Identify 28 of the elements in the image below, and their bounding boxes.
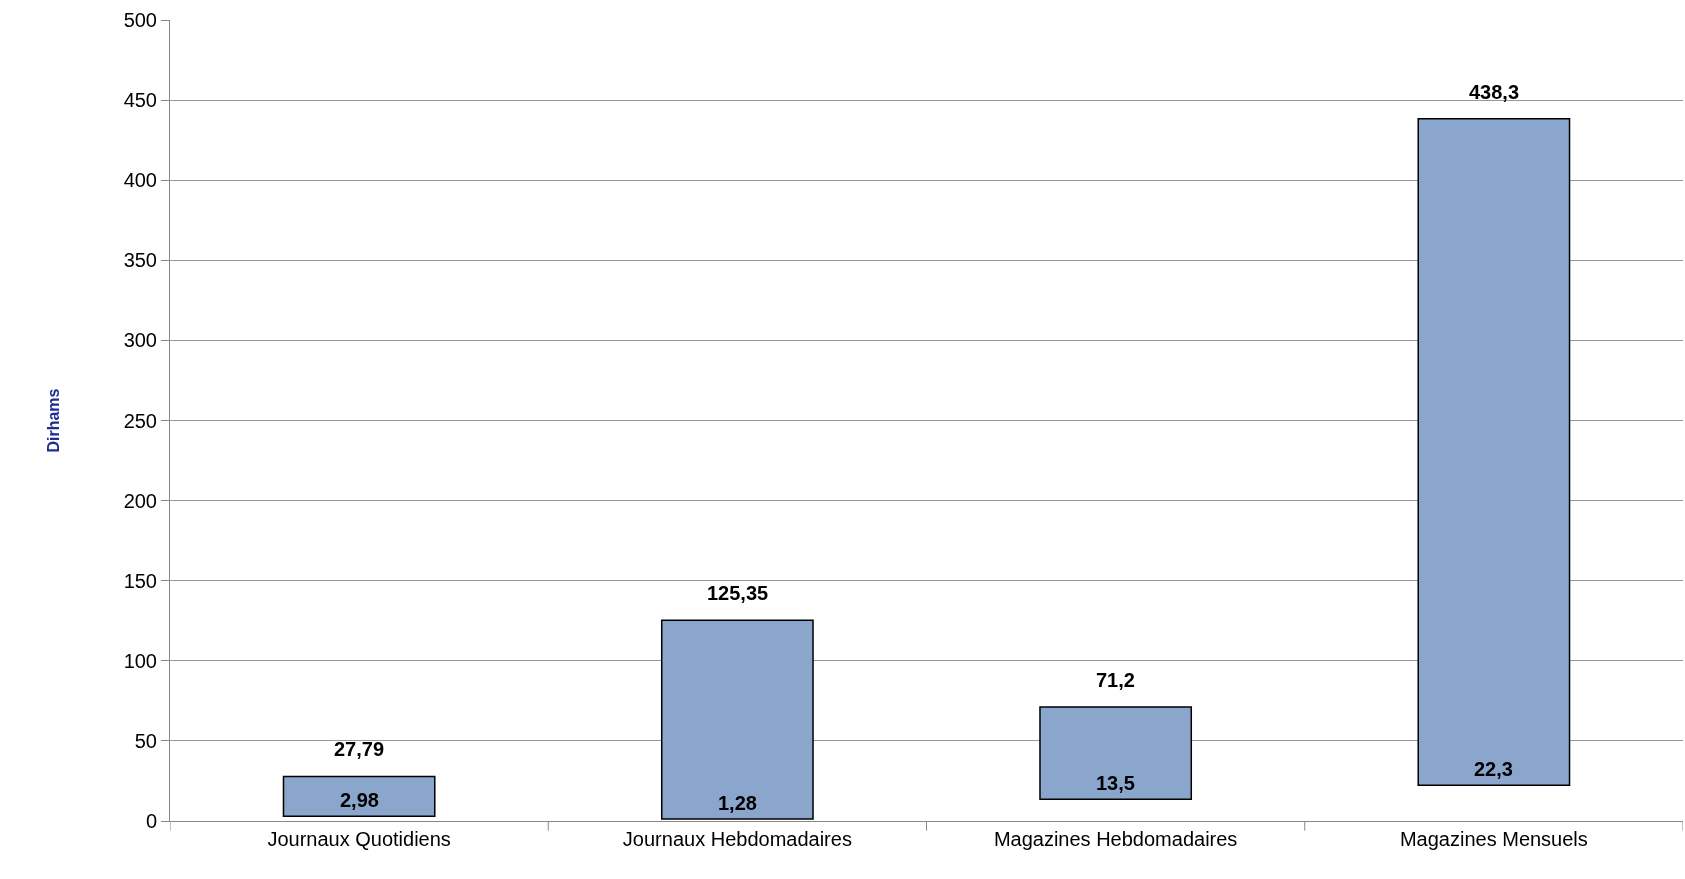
data-label: 438,3 (1469, 81, 1520, 103)
annotation: 13,5 (1096, 772, 1135, 794)
y-axis-title: Dirhams (44, 388, 62, 453)
bar (660, 619, 814, 820)
data-label: 125,35 (707, 582, 769, 604)
y-tick-label: 300 (123, 329, 157, 352)
y-tick-label: 350 (123, 249, 157, 272)
data-label: 27,79 (334, 738, 385, 760)
x-tick-label: Magazines Hebdomadaires (993, 828, 1238, 850)
bar (1417, 118, 1571, 787)
x-tick-label: Journaux Quotidiens (267, 828, 451, 850)
annotation: 2,98 (340, 789, 379, 811)
y-tick-label: 450 (123, 89, 157, 112)
y-tick-label: 150 (123, 569, 157, 592)
x-tick-label: Magazines Mensuels (1399, 828, 1588, 850)
bar (1039, 706, 1193, 801)
data-label: 71,2 (1096, 669, 1135, 691)
y-tick-label: 50 (134, 729, 157, 752)
y-tick-label: 250 (123, 409, 157, 432)
annotation: 22,3 (1474, 758, 1513, 780)
y-tick-label: 500 (123, 9, 157, 31)
y-tick-label: 400 (123, 169, 157, 192)
annotation: 1,28 (718, 792, 757, 814)
x-tick-label: Journaux Hebdomadaires (622, 828, 852, 850)
y-tick-label: 100 (123, 649, 157, 672)
y-tick-label: 0 (145, 810, 157, 832)
bar (282, 775, 436, 817)
y-tick-label: 200 (123, 489, 157, 512)
